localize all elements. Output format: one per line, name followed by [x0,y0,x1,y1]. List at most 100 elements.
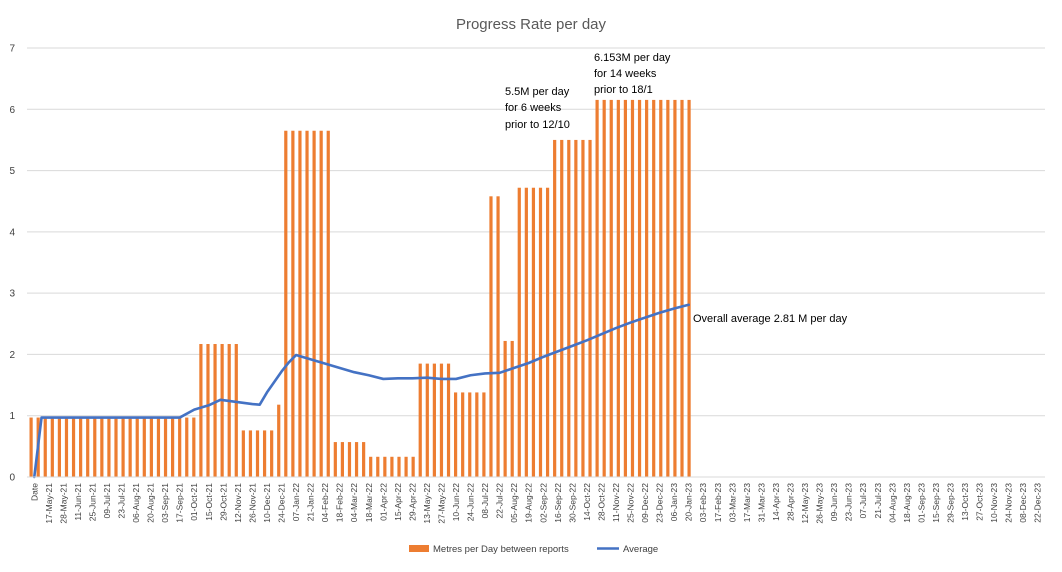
bar [107,417,111,477]
y-axis: 0 1 2 3 4 5 6 7 [9,44,15,484]
y-tick-label: 1 [9,411,15,422]
bar [312,130,316,478]
x-tick-label: 27-May-22 [436,483,446,524]
bar [277,404,281,477]
bar [439,363,444,477]
x-tick-label: 28-Apr-23 [786,483,796,521]
bar [637,99,642,477]
x-tick-label: 01-Apr-22 [378,483,388,521]
x-tick-label: 03-Sep-21 [160,483,170,523]
bar [609,99,613,477]
x-tick-label: 10-Jun-22 [451,483,461,522]
legend-label-bar: Metres per Day between reports [433,544,569,555]
bar [121,417,125,477]
chart-title: Progress Rate per day [456,16,607,33]
x-tick-label: 27-Oct-23 [975,483,985,521]
bar [531,187,536,478]
bar [114,417,118,477]
annotation-line: prior to 18/1 [594,84,653,96]
bar [171,417,175,477]
x-tick-label: 12-May-23 [800,483,810,524]
x-tick-label: 29-Sep-23 [945,483,955,523]
bar [220,344,224,477]
x-tick-label: 25-Nov-22 [626,483,636,523]
x-tick-label: 07-Jan-22 [291,483,301,522]
bar [326,130,330,478]
x-tick-label: 04-Aug-23 [887,483,897,523]
y-tick-label: 5 [9,166,15,177]
x-tick-label: 22-Dec-23 [1033,483,1043,523]
bar [86,417,90,477]
bar [383,456,387,477]
y-tick-label: 4 [9,227,15,238]
legend: Metres per Day between reports Average [409,544,658,555]
x-tick-label: 18-Feb-22 [335,483,345,522]
bar [446,363,451,477]
x-tick-label: 28-May-21 [58,483,68,524]
x-tick-label: 29-Oct-21 [218,483,228,521]
bar [425,363,429,477]
bar [241,430,245,477]
bar [397,456,401,477]
bar [100,417,104,477]
bar [50,417,54,477]
bar [347,442,352,477]
x-tick-label: 20-Aug-21 [146,483,156,523]
bar [645,99,649,477]
bar [354,442,359,477]
x-tick-label: 04-Mar-22 [349,483,359,522]
x-tick-label: 03-Mar-23 [727,483,737,522]
bar [376,456,380,477]
bar [71,417,76,477]
bar [454,392,458,477]
x-tick-label: 23-Dec-22 [655,483,665,523]
x-tick-label: 13-Oct-23 [960,483,970,521]
annotation-overall-average: Overall average 2.81 M per day [693,313,848,325]
bar [234,344,238,477]
x-tick-label: 29-Apr-22 [407,483,417,521]
bar [673,99,677,477]
bar [227,344,231,477]
annotation-line: 5.5M per day [505,86,570,98]
bar [404,456,408,477]
x-tick-label: 11-Nov-22 [611,483,621,522]
x-tick-label: 15-Apr-22 [393,483,403,521]
x-tick-label: 06-Aug-21 [131,483,141,523]
bar [248,430,253,477]
bar [524,187,528,478]
bar [319,130,323,478]
x-tick-label: 17-Feb-23 [713,483,723,522]
x-tick-label: 21-Jan-22 [306,483,316,522]
bar [64,417,69,477]
x-tick-label: 30-Sep-22 [567,483,577,523]
bar [418,363,422,477]
bar [128,417,132,477]
bar [652,99,656,477]
bar [623,99,627,477]
bar [206,344,210,477]
x-tick-label: 02-Sep-22 [538,483,548,523]
x-tick-label: 15-Oct-21 [204,483,214,521]
legend-label-average: Average [623,544,658,555]
x-tick-label: 26-May-23 [815,483,825,524]
average-line [32,303,691,479]
horizontal-gridlines [27,47,1045,417]
bar [510,340,514,477]
x-tick-label: 22-Jul-22 [495,483,505,519]
annotation-line: for 14 weeks [594,68,657,80]
bar [270,430,274,477]
bar [79,417,83,477]
x-tick-label: 08-Jul-22 [480,483,490,519]
bar [213,344,217,477]
bar [390,456,394,477]
average-line-series [32,303,691,479]
bar [262,430,267,477]
bar [362,442,366,477]
x-tick-label: 01-Oct-21 [189,483,199,521]
bar [680,99,684,477]
bar [475,392,479,477]
bar [163,417,168,477]
bar [135,417,139,477]
x-tick-label: 23-Jun-23 [844,483,854,522]
x-tick-label: 13-May-22 [422,483,432,524]
